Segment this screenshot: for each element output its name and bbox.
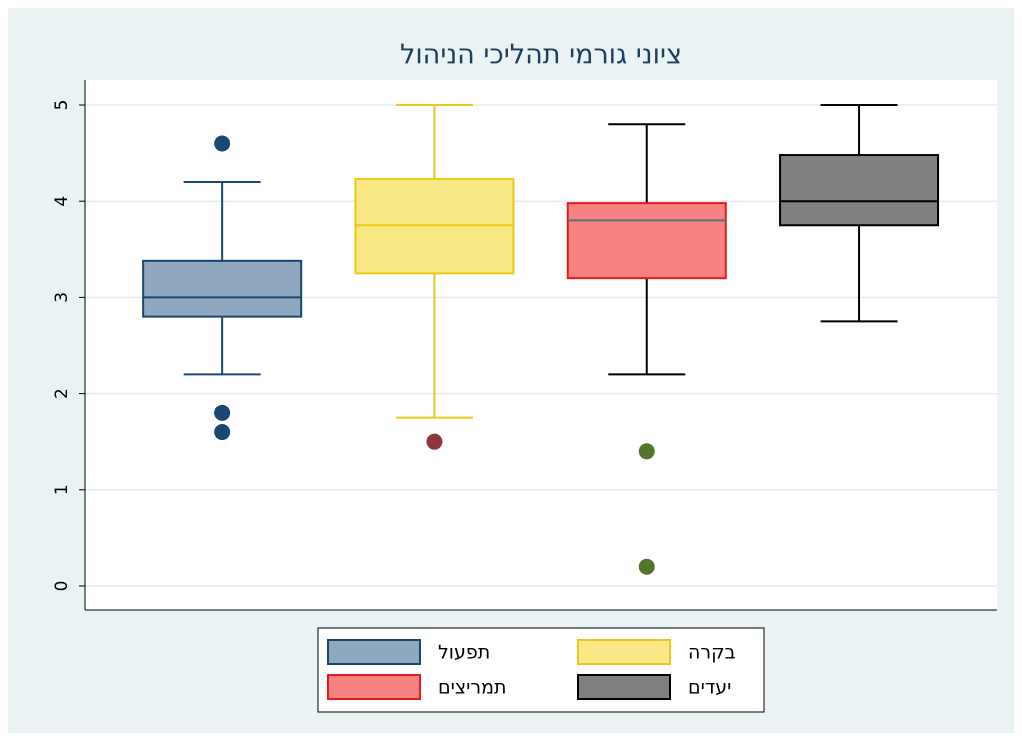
legend-label: תפעול	[438, 642, 490, 664]
outlier	[638, 558, 655, 575]
legend-swatch	[577, 639, 671, 665]
legend-swatch	[327, 639, 421, 665]
outlier	[426, 433, 443, 450]
legend-label: יעדים	[688, 677, 731, 699]
box	[779, 154, 940, 227]
outlier	[214, 135, 231, 152]
box	[142, 259, 303, 318]
legend-label: בקרה	[688, 642, 736, 664]
y-tick-label: 3	[52, 292, 72, 303]
box	[566, 202, 727, 280]
outlier	[214, 404, 231, 421]
outlier	[638, 443, 655, 460]
y-tick-label: 5	[52, 100, 72, 111]
y-tick-label: 2	[52, 388, 72, 399]
outlier	[214, 424, 231, 441]
legend-swatch	[577, 674, 671, 700]
y-tick-label: 4	[52, 196, 72, 207]
legend-label: תמריצים	[438, 677, 507, 699]
y-tick-label: 0	[52, 581, 72, 592]
chart-title: ציוני גורמי תהליכי הניהול	[400, 40, 682, 71]
legend-swatch	[327, 674, 421, 700]
y-tick-label: 1	[52, 484, 72, 495]
